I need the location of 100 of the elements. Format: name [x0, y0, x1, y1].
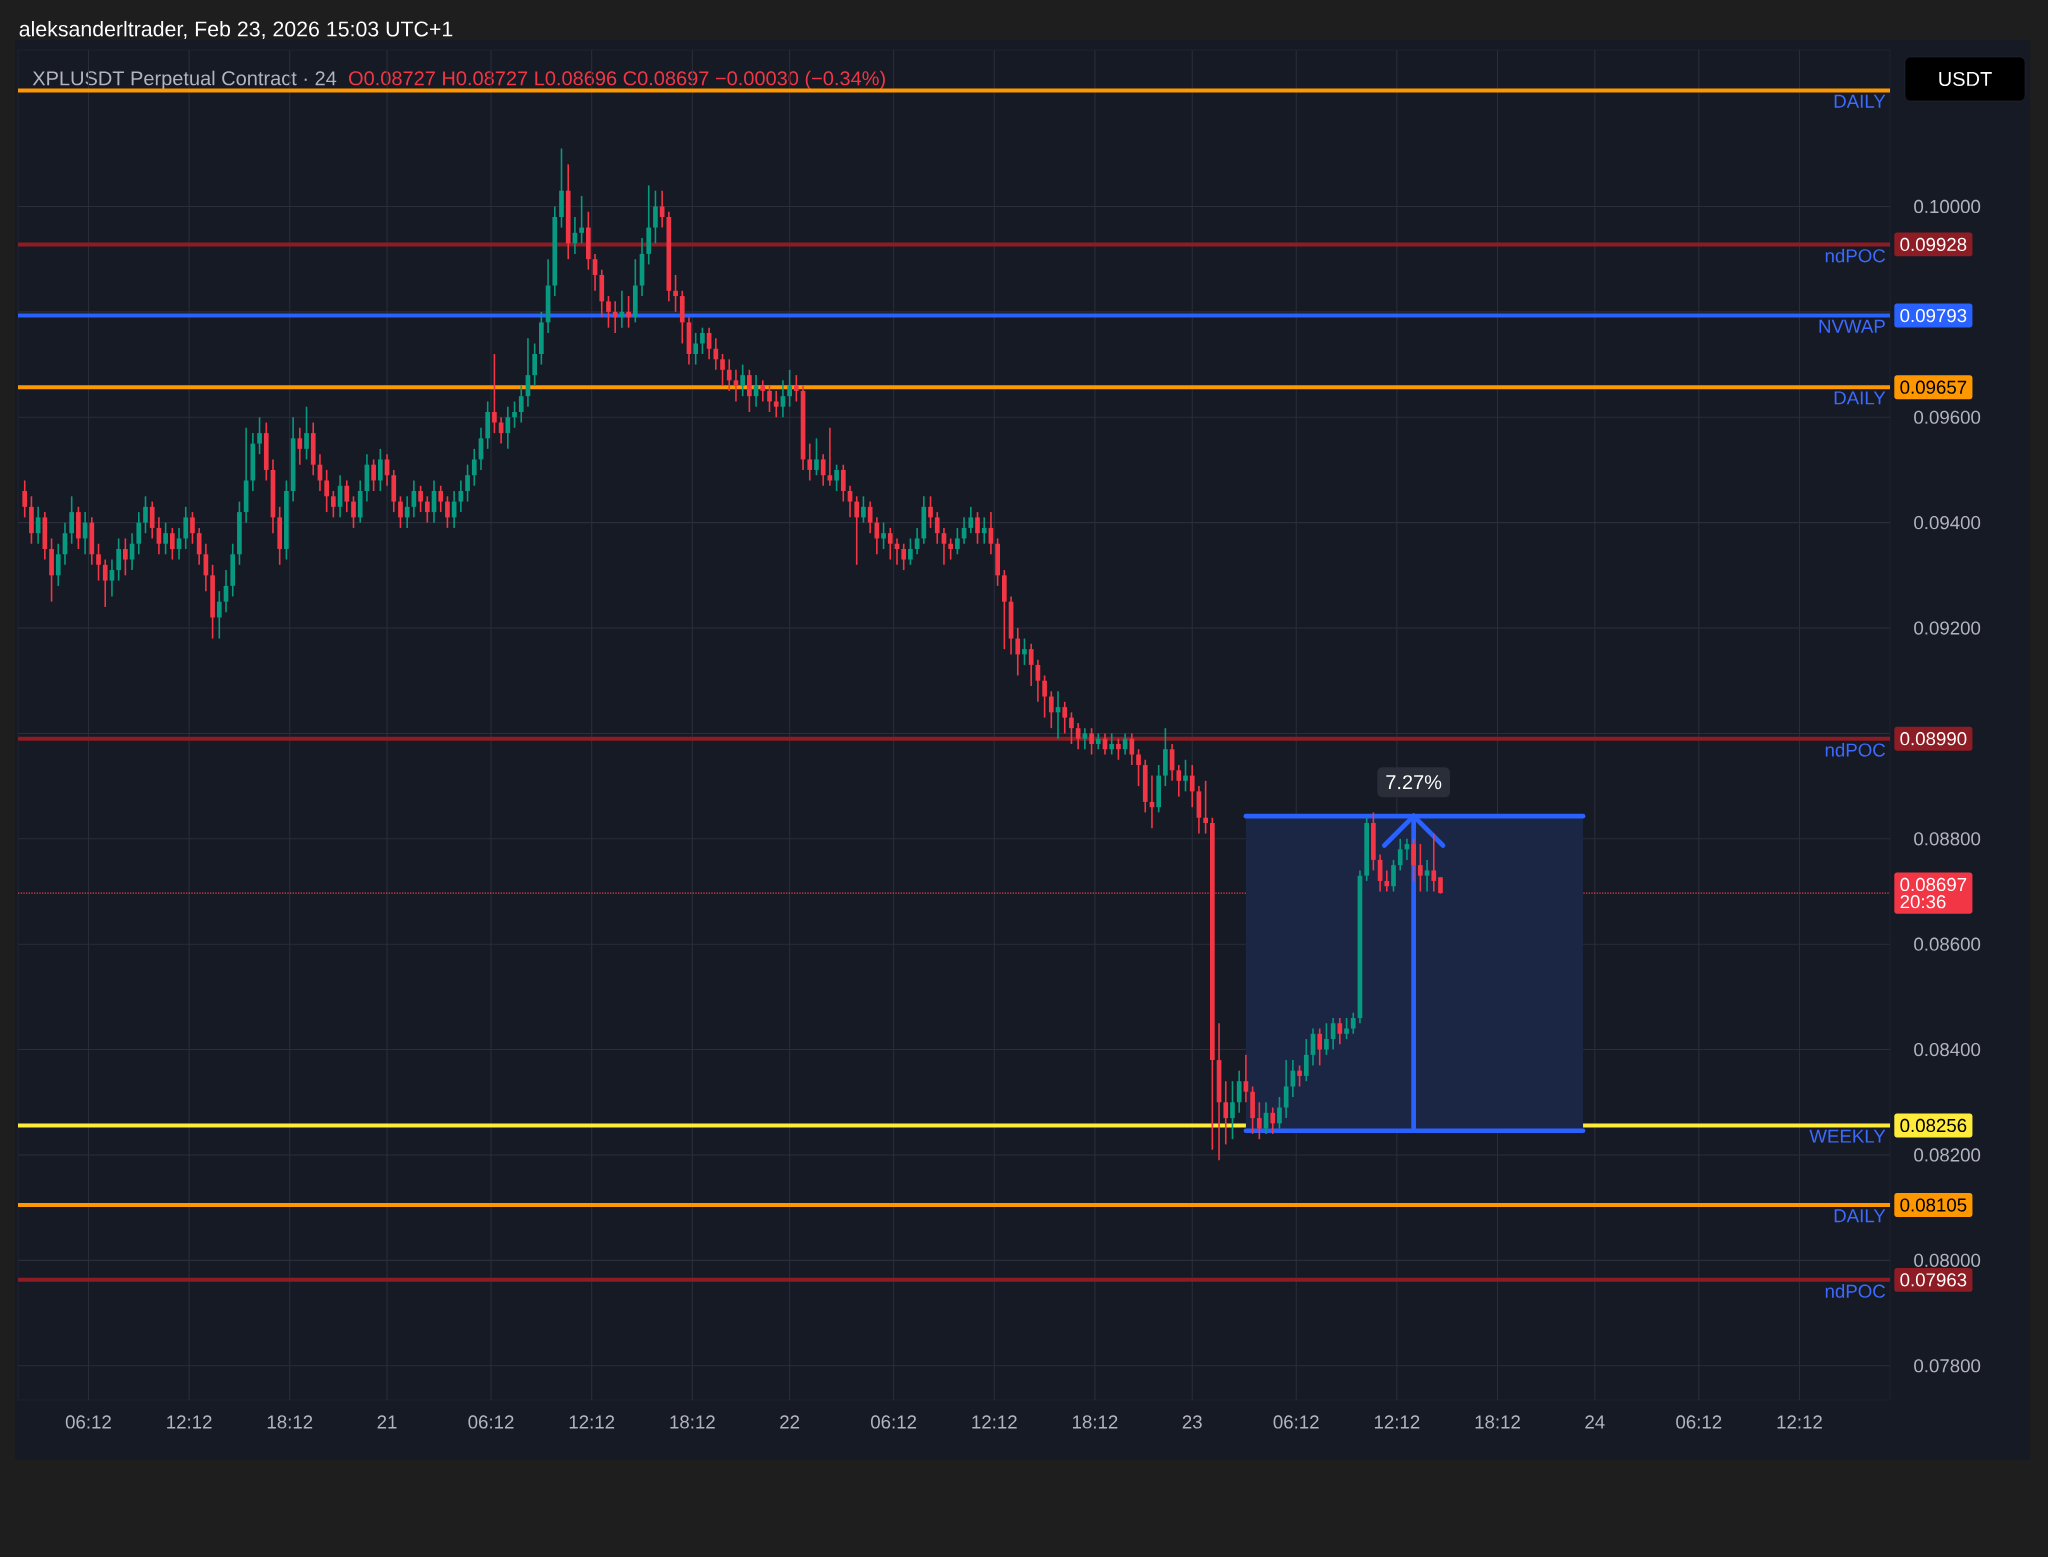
ref-line-label: DAILY: [1834, 94, 1886, 108]
candlestick: [934, 511, 940, 545]
candlestick: [1270, 1106, 1276, 1135]
y-tick-label: 0.08400: [1914, 1042, 1981, 1057]
x-tick-label: 12:12: [1777, 1415, 1822, 1429]
candlestick: [861, 495, 866, 524]
candlestick: [1236, 1069, 1242, 1114]
x-tick-label: 12:12: [1374, 1415, 1420, 1429]
candlestick: [1317, 1027, 1323, 1067]
candlestick: [793, 374, 799, 403]
candlestick: [908, 537, 913, 566]
candlestick: [1022, 637, 1027, 666]
candlestick: [955, 527, 960, 556]
text: 20:36: [1900, 895, 1946, 909]
candlestick: [1297, 1064, 1302, 1088]
candlestick: [1203, 780, 1208, 835]
candlestick: [505, 405, 511, 450]
candlestick: [143, 495, 148, 534]
annotation: 0.08697: [1900, 877, 1967, 892]
candlestick: [69, 495, 75, 545]
candlestick: [492, 353, 497, 434]
candlestick: [820, 453, 826, 487]
candlestick: [673, 274, 678, 313]
candlestick: [518, 384, 524, 424]
candlestick: [512, 400, 517, 429]
candlestick: [471, 448, 477, 487]
candlestick: [1277, 1096, 1282, 1130]
candlestick: [840, 463, 846, 503]
x-tick-label: 06:12: [1676, 1415, 1722, 1429]
candlestick: [216, 590, 222, 640]
candlestick: [981, 516, 987, 545]
ref-line-label: DAILY: [1834, 1209, 1886, 1223]
candlestick: [854, 495, 860, 566]
candlestick: [123, 537, 128, 577]
ref-line-label: ndPOC: [1825, 248, 1886, 263]
candlestick: [1109, 732, 1115, 756]
x-tick-label: 06:12: [468, 1415, 514, 1429]
candlestick: [726, 358, 732, 392]
candlestick: [941, 527, 947, 566]
candlestick: [887, 527, 893, 561]
candlestick: [163, 521, 168, 556]
candlestick: [834, 463, 839, 492]
candlestick: [1424, 859, 1430, 893]
candlestick: [1176, 764, 1182, 798]
y-tick-label: 0.09200: [1914, 621, 1981, 635]
candlestick: [351, 495, 356, 529]
candlestick: [424, 495, 430, 524]
candlestick: [720, 353, 725, 387]
candlestick: [579, 195, 584, 245]
candlestick: [1075, 722, 1081, 751]
annotation: 0.09657: [1900, 380, 1967, 394]
ref-line-label: DAILY: [1834, 391, 1886, 405]
candlestick: [1048, 690, 1054, 729]
candlestick: [1337, 1017, 1343, 1046]
candlestick: [807, 442, 813, 482]
annotation: 0.09928: [1900, 237, 1967, 252]
x-tick-label: 18:12: [1072, 1415, 1118, 1429]
x-tick-label: 12:12: [569, 1415, 615, 1429]
candlestick: [1344, 1017, 1349, 1040]
ref-line-label: ndPOC: [1825, 742, 1886, 757]
candlestick: [445, 495, 450, 529]
candlestick: [96, 542, 101, 582]
annotation: 0.08105: [1900, 1198, 1967, 1212]
candlestick: [136, 511, 142, 556]
candlestick: [1350, 1011, 1356, 1035]
candlestick: [1283, 1059, 1289, 1119]
y-tick-label: 0.09400: [1914, 516, 1981, 530]
candlestick: [102, 558, 108, 608]
annotation: 7.27%: [1386, 775, 1442, 790]
candlestick: [901, 542, 907, 571]
y-tick-label: 0.09600: [1914, 410, 1981, 424]
candlestick: [55, 542, 61, 587]
y-tick-label: 0.08200: [1914, 1148, 1981, 1162]
candlestick: [1082, 727, 1088, 751]
annotation: 0.07963: [1900, 1273, 1967, 1287]
candlestick: [1089, 727, 1094, 756]
candlestick: [1028, 643, 1034, 687]
candlestick: [1243, 1054, 1249, 1104]
candlestick: [1397, 838, 1403, 872]
candlestick: [1042, 674, 1047, 719]
candlestick: [653, 189, 658, 245]
candlestick: [532, 342, 538, 387]
candlestick: [465, 463, 470, 503]
candlestick: [183, 506, 189, 550]
x-tick-label: 18:12: [267, 1415, 313, 1429]
annotation: 0.09793: [1900, 308, 1967, 323]
candlestick: [733, 369, 739, 403]
candlestick: [1189, 764, 1195, 808]
candlestick: [398, 495, 403, 529]
candlestick: [760, 379, 766, 403]
candlestick: [787, 369, 792, 408]
x-tick-label: 24: [1585, 1415, 1605, 1429]
candlestick: [22, 479, 28, 519]
candlestick: [149, 500, 155, 540]
candlestick: [1431, 832, 1437, 893]
candlestick: [1303, 1038, 1309, 1082]
candlestick: [377, 448, 383, 492]
annotation: 0.08256: [1900, 1118, 1967, 1133]
y-tick-label: 0.10000: [1914, 199, 1981, 214]
candlestick: [304, 405, 309, 461]
